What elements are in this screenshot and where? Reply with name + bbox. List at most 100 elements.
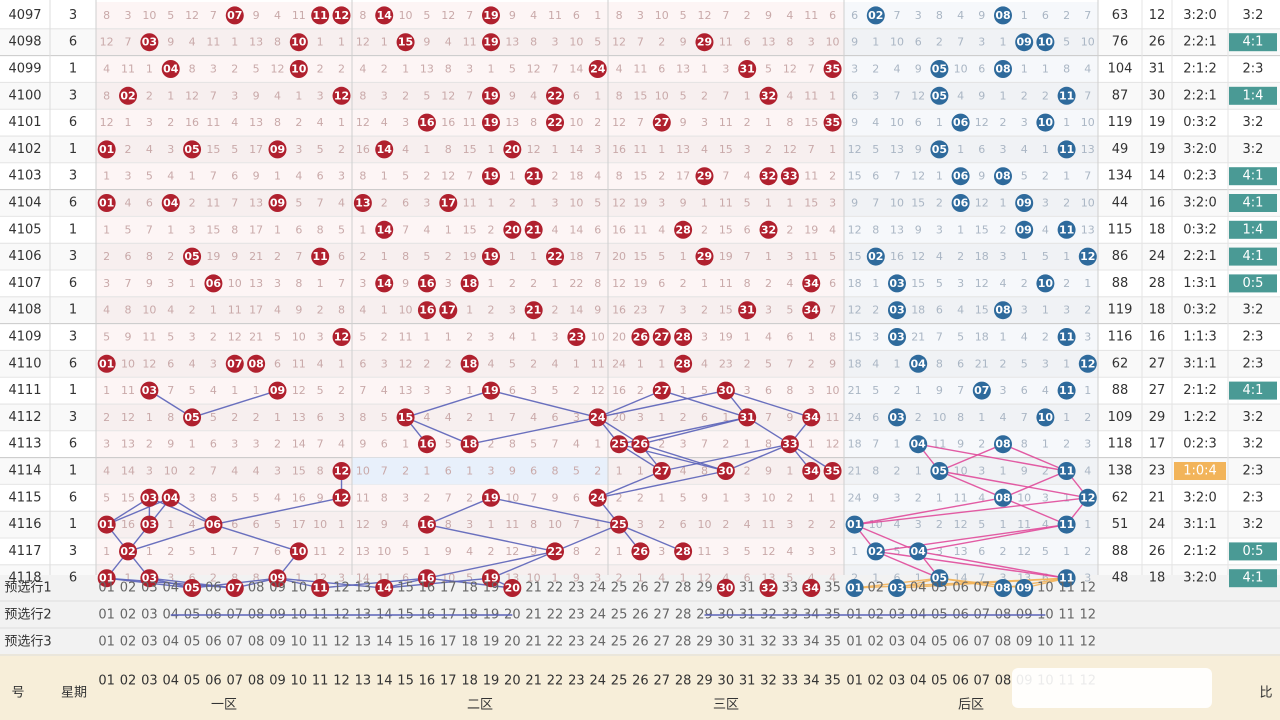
preselect-number: 06: [952, 635, 969, 650]
miss-value: 7: [808, 143, 815, 156]
front-ball: [375, 274, 394, 293]
miss-value: 15: [463, 223, 477, 236]
miss-value: 4: [317, 116, 324, 129]
miss-value: 1: [872, 572, 879, 585]
miss-value: 3: [552, 197, 559, 210]
miss-value: 3: [658, 545, 665, 558]
miss-value: 2: [936, 36, 943, 49]
miss-value: 1: [338, 518, 345, 531]
footer-number: 35: [824, 674, 841, 689]
footer-number: 27: [654, 674, 671, 689]
miss-value: 6: [658, 277, 665, 290]
miss-value: 8: [231, 572, 238, 585]
sum-value: 88: [1112, 276, 1129, 291]
weekday: 6: [69, 35, 77, 50]
miss-value: 6: [744, 36, 751, 49]
miss-value: 2: [231, 411, 238, 424]
miss-value: 1: [1000, 197, 1007, 210]
miss-value: 9: [167, 36, 174, 49]
miss-value: 1: [936, 116, 943, 129]
front-ball: [375, 6, 394, 25]
preselect-number: 25: [611, 635, 628, 650]
weekday: 3: [69, 8, 77, 23]
miss-value: 6: [253, 518, 260, 531]
miss-value: 2: [1042, 89, 1049, 102]
miss-value: 12: [505, 545, 519, 558]
miss-value: 1: [295, 89, 302, 102]
miss-value: 10: [697, 518, 711, 531]
miss-value: 1: [658, 411, 665, 424]
miss-value: 1: [295, 572, 302, 585]
sum-value: 119: [1108, 303, 1133, 318]
miss-value: 1: [1042, 304, 1049, 317]
zone-ratio: 3:2:0: [1183, 196, 1217, 211]
miss-value: 5: [189, 384, 196, 397]
miss-value: 15: [633, 170, 647, 183]
back-ball: [909, 354, 928, 373]
miss-value: 5: [936, 277, 943, 290]
miss-value: 15: [975, 223, 989, 236]
miss-value: 10: [164, 465, 178, 478]
span-value: 31: [1149, 62, 1166, 77]
span-value: 29: [1149, 410, 1166, 425]
miss-value: 5: [1042, 545, 1049, 558]
miss-value: 10: [890, 197, 904, 210]
miss-value: 4: [103, 304, 110, 317]
miss-value: 16: [612, 384, 626, 397]
miss-value: 1: [1084, 518, 1091, 531]
miss-value: 4: [167, 304, 174, 317]
miss-value: 1: [509, 250, 516, 263]
miss-value: 6: [274, 357, 281, 370]
miss-value: 2: [744, 465, 751, 478]
preselect-number: 35: [824, 635, 841, 650]
front-ball: [183, 247, 202, 266]
miss-value: 3: [594, 143, 601, 156]
miss-value: 6: [530, 465, 537, 478]
preselect-ball: [716, 579, 735, 597]
miss-value: 6: [1042, 572, 1049, 585]
miss-value: 13: [420, 63, 434, 76]
sum-value: 49: [1112, 142, 1129, 157]
miss-value: 2: [744, 9, 751, 22]
back-ball: [1078, 354, 1097, 373]
miss-value: 1: [274, 170, 281, 183]
miss-value: 4: [957, 9, 964, 22]
preselect-ball: [1015, 579, 1034, 597]
miss-value: 5: [552, 384, 559, 397]
front-ball: [802, 408, 821, 427]
preselect-ball-number: 09: [1017, 582, 1032, 595]
odd-even-ratio: 2:3: [1243, 464, 1264, 479]
preselect-number: 24: [589, 608, 606, 623]
miss-value: 11: [804, 9, 818, 22]
miss-value: 2: [957, 250, 964, 263]
miss-value: 4: [402, 518, 409, 531]
miss-value: 2: [851, 572, 858, 585]
miss-value: 2: [765, 277, 772, 290]
miss-value: 1: [701, 277, 708, 290]
trend-line: [939, 470, 1088, 499]
miss-value: 3: [552, 36, 559, 49]
span-value: 21: [1149, 490, 1166, 505]
miss-value: 2: [552, 304, 559, 317]
trend-line: [469, 416, 598, 445]
miss-value: 11: [804, 170, 818, 183]
miss-value: 4: [167, 170, 174, 183]
miss-value: 2: [402, 465, 409, 478]
miss-value: 3: [851, 63, 858, 76]
preselect-number: 22: [547, 635, 564, 650]
miss-value: 1: [1084, 384, 1091, 397]
miss-value: 4: [445, 411, 452, 424]
miss-value: 8: [786, 116, 793, 129]
miss-value: 7: [872, 438, 879, 451]
miss-value: 3: [786, 250, 793, 263]
front-ball-number: 16: [419, 116, 435, 129]
miss-value: 5: [978, 518, 985, 531]
miss-value: 8: [103, 9, 110, 22]
front-ball-number: 34: [804, 304, 820, 317]
miss-value: 1: [1000, 89, 1007, 102]
miss-value: 1: [1063, 491, 1070, 504]
front-ball: [97, 354, 116, 373]
miss-value: 4: [872, 357, 879, 370]
preselect-number: 01: [98, 608, 115, 623]
